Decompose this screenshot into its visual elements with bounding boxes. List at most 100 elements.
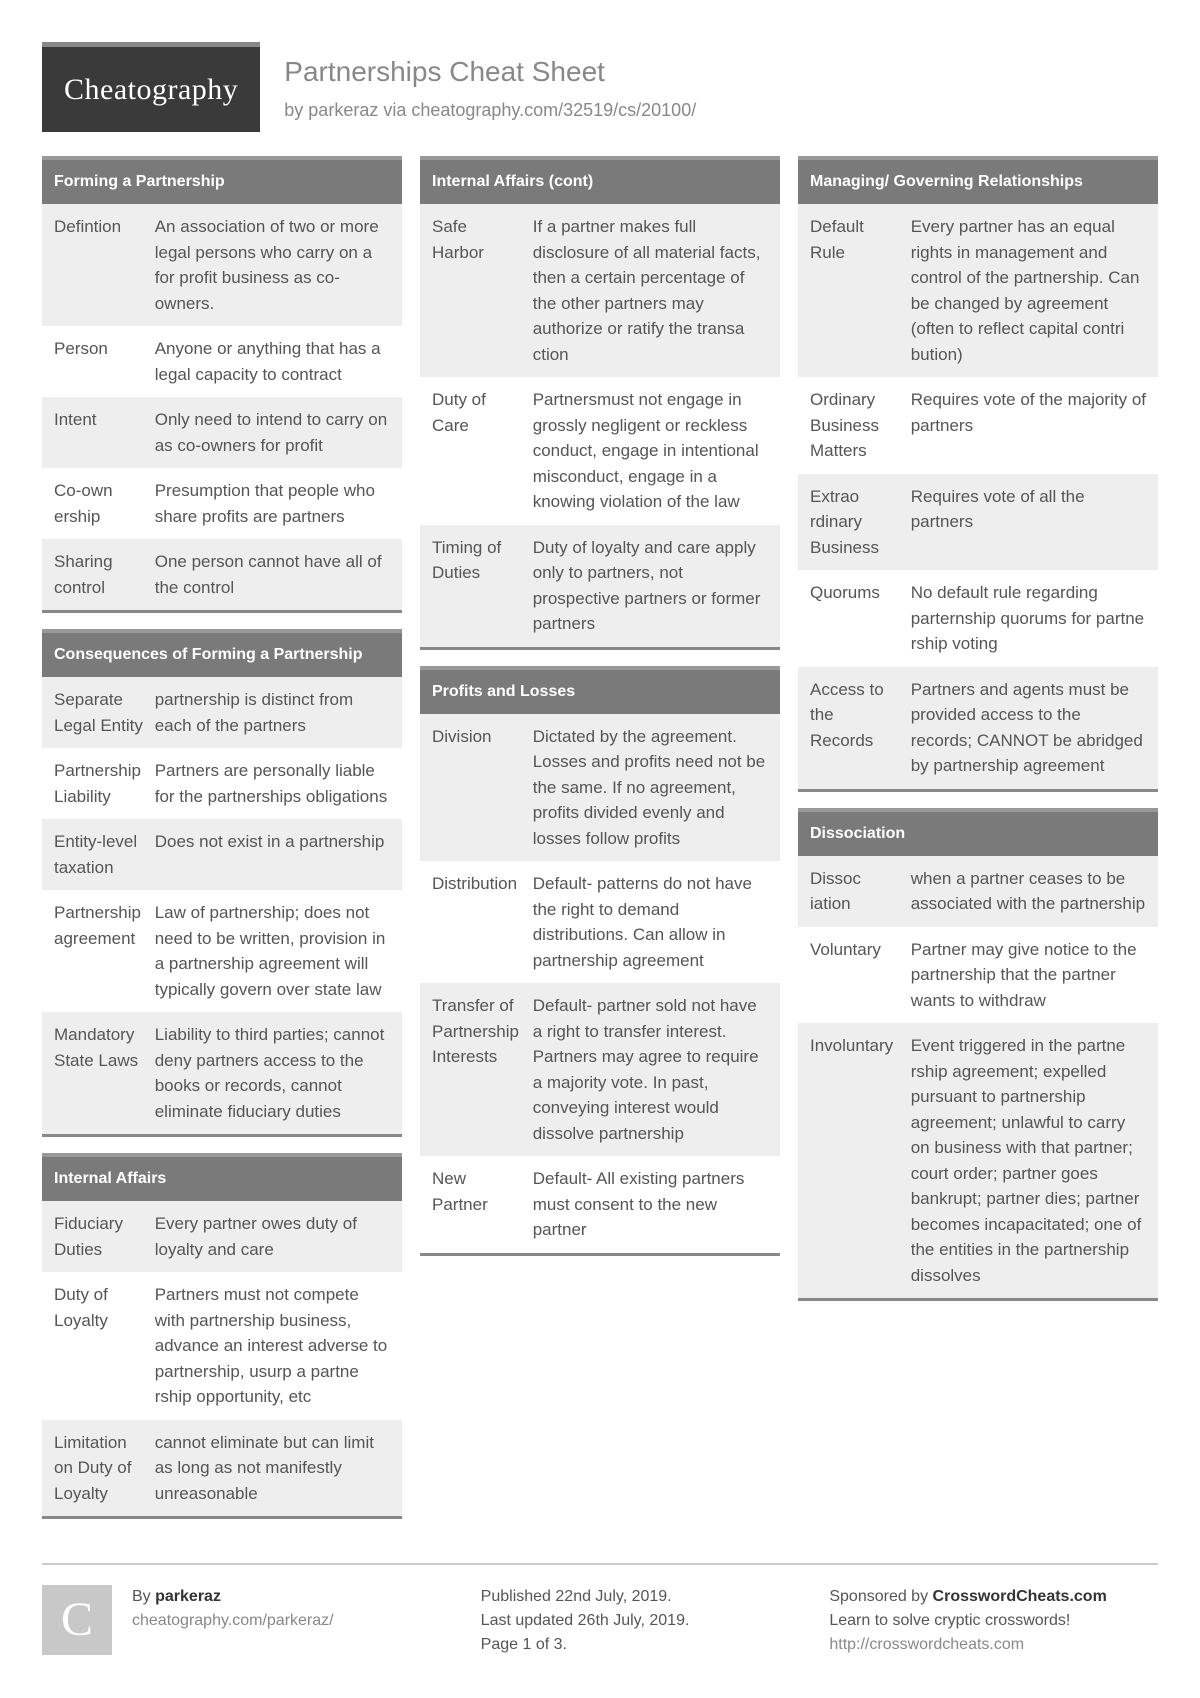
section-body: Separate Legal Entitypartnership is dist… <box>42 677 402 1137</box>
byline-via: via <box>378 100 411 120</box>
term: Duty of Care <box>432 387 523 515</box>
byline-prefix: by <box>284 100 308 120</box>
term: Person <box>54 336 145 387</box>
term: Fiduciary Duties <box>54 1211 145 1262</box>
author-avatar: C <box>42 1585 112 1655</box>
table-row: Separate Legal Entitypartnership is dist… <box>42 677 402 748</box>
definition: Only need to intend to carry on as co-ow… <box>155 407 390 458</box>
table-row: IntentOnly need to intend to carry on as… <box>42 397 402 468</box>
definition: Law of partnership; does not need to be … <box>155 900 390 1002</box>
section-body: Fiduciary DutiesEvery partner owes duty … <box>42 1201 402 1519</box>
definition: Dictated by the agreement. Losses and pr… <box>533 724 768 852</box>
definition: Requires vote of the majority of partner… <box>911 387 1146 464</box>
term: Entity-​level taxation <box>54 829 145 880</box>
term: Division <box>432 724 523 852</box>
table-row: QuorumsNo default rule regarding partern… <box>798 570 1158 667</box>
section-body: Safe HarborIf a partner makes full discl… <box>420 204 780 650</box>
sponsor-url[interactable]: http://crosswordcheats.com <box>829 1633 1158 1657</box>
table-row: Entity-​level taxationDoes not exist in … <box>42 819 402 890</box>
source-url[interactable]: cheatography.com/32519/cs/20100/ <box>411 100 696 120</box>
definition: Every partner has an equal rights in man… <box>911 214 1146 367</box>
table-row: New PartnerDefault- All existing partner… <box>420 1156 780 1253</box>
definition: Duty of loyalty and care apply only to p… <box>533 535 768 637</box>
term: Extrao​rdinary Business <box>810 484 901 561</box>
section-header: Forming a Partnership <box>42 156 402 204</box>
term: Involu​ntary <box>810 1033 901 1288</box>
title-block: Partnerships Cheat Sheet by parkeraz via… <box>284 51 696 124</box>
table-row: Timing of DutiesDuty of loyalty and care… <box>420 525 780 647</box>
definition: Default- All existing partners must cons… <box>533 1166 768 1243</box>
table-row: Safe HarborIf a partner makes full discl… <box>420 204 780 377</box>
definition: Partners must not compete with partnersh… <box>155 1282 390 1410</box>
term: Sharing control <box>54 549 145 600</box>
table-row: Extrao​rdinary BusinessRequires vote of … <box>798 474 1158 571</box>
column: Internal Affairs (cont)Safe HarborIf a p… <box>420 156 780 1272</box>
term: Quorums <box>810 580 901 657</box>
table-row: Partne​rship agreementLaw of partnership… <box>42 890 402 1012</box>
table-row: Transfer of Partne​rship InterestsDefaul… <box>420 983 780 1156</box>
term: Duty of Loyalty <box>54 1282 145 1410</box>
content-columns: Forming a PartnershipDefintionAn associa… <box>42 156 1158 1535</box>
byline: by parkeraz via cheatography.com/32519/c… <box>284 97 696 124</box>
definition: cannot eliminate but can limit as long a… <box>155 1430 390 1507</box>
definition: partnership is distinct from each of the… <box>155 687 390 738</box>
section: Internal AffairsFiduciary DutiesEvery pa… <box>42 1153 402 1519</box>
table-row: Distri​butionDefault- patterns do not ha… <box>420 861 780 983</box>
term: Partne​rship agreement <box>54 900 145 1002</box>
term: Defintion <box>54 214 145 316</box>
term: Co-own​ership <box>54 478 145 529</box>
definition: Liability to third parties; cannot deny … <box>155 1022 390 1124</box>
footer-updated: Last updated 26th July, 2019. <box>481 1609 810 1633</box>
definition: when a partner ceases to be associated w… <box>911 866 1146 917</box>
section: Profits and LossesDivisionDictated by th… <box>420 666 780 1256</box>
footer-by-label: By <box>132 1588 155 1605</box>
table-row: DefintionAn association of two or more l… <box>42 204 402 326</box>
table-row: Mandatory State LawsLiability to third p… <box>42 1012 402 1134</box>
section-header: Managing/ Governing Relationships <box>798 156 1158 204</box>
table-row: Sharing controlOne person cannot have al… <box>42 539 402 610</box>
section: Managing/ Governing RelationshipsDefault… <box>798 156 1158 792</box>
section-body: DivisionDictated by the agreement. Losse… <box>420 714 780 1256</box>
definition: Anyone or anything that has a legal capa… <box>155 336 390 387</box>
column: Forming a PartnershipDefintionAn associa… <box>42 156 402 1535</box>
section-body: Default RuleEvery partner has an equal r… <box>798 204 1158 792</box>
footer-published: Published 22nd July, 2019. <box>481 1585 810 1609</box>
table-row: PersonAnyone or anything that has a lega… <box>42 326 402 397</box>
author-link[interactable]: parkeraz <box>308 100 378 120</box>
brand-logo: Cheatography <box>42 42 260 132</box>
term: Voluntary <box>810 937 901 1014</box>
table-row: Dissoc​iationwhen a partner ceases to be… <box>798 856 1158 927</box>
definition: Requires vote of all the partners <box>911 484 1146 561</box>
definition: An association of two or more legal pers… <box>155 214 390 316</box>
footer-author: By parkeraz cheatography.com/parkeraz/ <box>132 1585 461 1657</box>
footer-meta: Published 22nd July, 2019. Last updated … <box>481 1585 810 1657</box>
sponsor-tag: Learn to solve cryptic crosswords! <box>829 1609 1158 1633</box>
page-title: Partnerships Cheat Sheet <box>284 51 696 93</box>
table-row: Ordinary Business MattersRequires vote o… <box>798 377 1158 474</box>
term: Transfer of Partne​rship Interests <box>432 993 523 1146</box>
term: Timing of Duties <box>432 535 523 637</box>
definition: Every partner owes duty of loyalty and c… <box>155 1211 390 1262</box>
sponsor-name: CrosswordCheats.com <box>933 1588 1107 1605</box>
footer-sponsor: Sponsored by CrosswordCheats.com Learn t… <box>829 1585 1158 1657</box>
definition: If a partner makes full disclosure of al… <box>533 214 768 367</box>
section-header: Internal Affairs <box>42 1153 402 1201</box>
table-row: Access to the RecordsPartners and agents… <box>798 667 1158 789</box>
table-row: DivisionDictated by the agreement. Losse… <box>420 714 780 862</box>
definition: Partner may give notice to the partnersh… <box>911 937 1146 1014</box>
definition: Partners are personally liable for the p… <box>155 758 390 809</box>
term: Separate Legal Entity <box>54 687 145 738</box>
definition: Partners and agents must be provided acc… <box>911 677 1146 779</box>
term: Intent <box>54 407 145 458</box>
table-row: Duty of CarePartnersmust not engage in g… <box>420 377 780 525</box>
term: Distri​bution <box>432 871 523 973</box>
section-header: Internal Affairs (cont) <box>420 156 780 204</box>
term: Mandatory State Laws <box>54 1022 145 1124</box>
table-row: Partne​rship LiabilityPartners are perso… <box>42 748 402 819</box>
table-row: VoluntaryPartner may give notice to the … <box>798 927 1158 1024</box>
table-row: Default RuleEvery partner has an equal r… <box>798 204 1158 377</box>
definition: Default- patterns do not have the right … <box>533 871 768 973</box>
term: Safe Harbor <box>432 214 523 367</box>
footer-author-url[interactable]: cheatography.com/parkeraz/ <box>132 1609 461 1633</box>
definition: Presumption that people who share profit… <box>155 478 390 529</box>
